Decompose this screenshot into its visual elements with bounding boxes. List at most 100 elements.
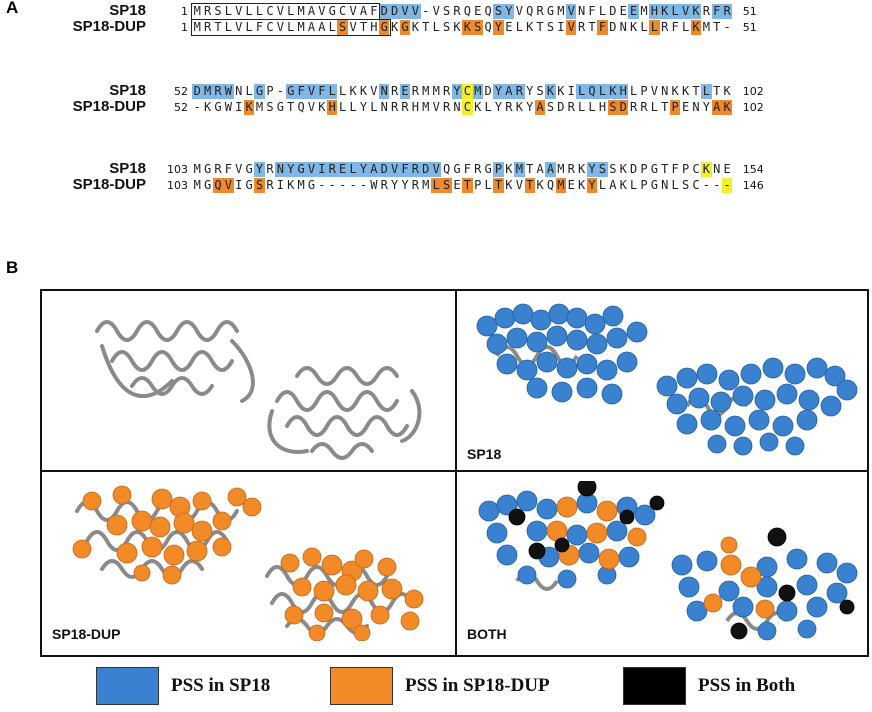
residue: R	[474, 162, 482, 176]
residue: H	[411, 100, 420, 114]
residue: V	[432, 100, 440, 114]
residue: T	[214, 20, 222, 34]
residue: L	[484, 100, 492, 114]
residue: A	[318, 20, 326, 34]
residue: R	[661, 20, 669, 34]
residue: C	[462, 84, 473, 99]
residue: K	[619, 178, 627, 192]
residue: R	[212, 84, 224, 99]
legend-swatch-both	[623, 667, 686, 705]
residue: G	[399, 20, 411, 35]
residue: F	[224, 162, 232, 176]
residue: Y	[494, 100, 503, 114]
legend-item-sp18: PSS in SP18	[96, 667, 270, 705]
sequence-end-index: 146	[742, 179, 764, 192]
residue: N	[380, 100, 388, 114]
residue: T	[422, 20, 430, 34]
sequence-name: SP18	[109, 2, 146, 19]
residue: A	[609, 178, 617, 192]
residue: I	[235, 178, 243, 192]
residue: T	[713, 20, 721, 34]
residue: R	[380, 178, 388, 192]
residue: R	[214, 162, 222, 176]
residue: R	[391, 100, 399, 114]
residue: R	[536, 4, 544, 18]
residue: S	[607, 100, 619, 115]
residue: M	[422, 178, 430, 192]
sequence-name: SP18	[109, 160, 146, 177]
residue: L	[598, 4, 607, 18]
sequence-name: SP18-DUP	[72, 18, 146, 35]
residue: V	[432, 4, 440, 18]
residue: R	[505, 100, 513, 114]
residue: E	[474, 4, 482, 18]
residue: R	[442, 100, 451, 114]
residue: V	[370, 84, 378, 98]
legend-swatch-sp18	[96, 667, 159, 705]
residue: G	[245, 162, 253, 176]
residue: T	[661, 162, 669, 176]
residue: H	[327, 100, 338, 115]
residue: V	[349, 4, 357, 18]
residue: F	[711, 4, 722, 19]
residue: R	[401, 100, 409, 114]
residue: A	[711, 100, 722, 115]
residue: P	[640, 84, 648, 98]
residue: V	[399, 4, 411, 19]
residue: L	[245, 4, 253, 18]
residue: Q	[212, 178, 224, 193]
residue: G	[546, 4, 555, 18]
residue: K	[629, 20, 638, 34]
residue: G	[307, 178, 316, 192]
residue: P	[640, 178, 648, 192]
residue: R	[514, 84, 525, 99]
residue: V	[680, 4, 691, 19]
residue: M	[193, 178, 201, 192]
residue: -	[422, 4, 430, 18]
residue: V	[307, 100, 316, 114]
residue: V	[306, 162, 317, 177]
residue: K	[671, 84, 679, 98]
residue: D	[609, 4, 617, 18]
residue: F	[671, 20, 679, 34]
residue: R	[203, 4, 212, 18]
plain-ribbon-structures	[95, 320, 422, 460]
residue: N	[692, 100, 700, 114]
residue: V	[276, 4, 284, 18]
residue: K	[203, 100, 212, 114]
residue: T	[524, 178, 535, 193]
residue: V	[515, 178, 523, 192]
residue: M	[422, 84, 430, 98]
residue: A	[536, 162, 544, 176]
residue: L	[598, 178, 607, 192]
residue: A	[503, 84, 515, 99]
residue: Y	[493, 84, 504, 99]
residue: G	[203, 178, 212, 192]
residue: S	[442, 20, 451, 34]
residue: V	[235, 4, 243, 18]
residue: L	[327, 84, 338, 99]
residue: I	[235, 100, 243, 114]
residue: L	[484, 178, 492, 192]
residue: P	[681, 162, 690, 176]
residue: E	[453, 178, 461, 192]
residue: R	[266, 178, 274, 192]
residue: R	[203, 20, 212, 34]
residue: K	[607, 84, 619, 99]
residue: K	[526, 20, 534, 34]
residue: L	[650, 100, 658, 114]
residue: F	[588, 4, 596, 18]
residue: K	[453, 20, 461, 34]
residue: S	[337, 20, 348, 35]
residue: E	[681, 100, 690, 114]
residue: Y	[702, 100, 710, 114]
residue: K	[723, 84, 731, 98]
sequence-end-index: 154	[742, 163, 764, 176]
residue: P	[266, 84, 274, 98]
residue: R	[567, 162, 575, 176]
residue: C	[339, 4, 347, 18]
residue: G	[276, 100, 284, 114]
residue: -	[349, 178, 357, 192]
